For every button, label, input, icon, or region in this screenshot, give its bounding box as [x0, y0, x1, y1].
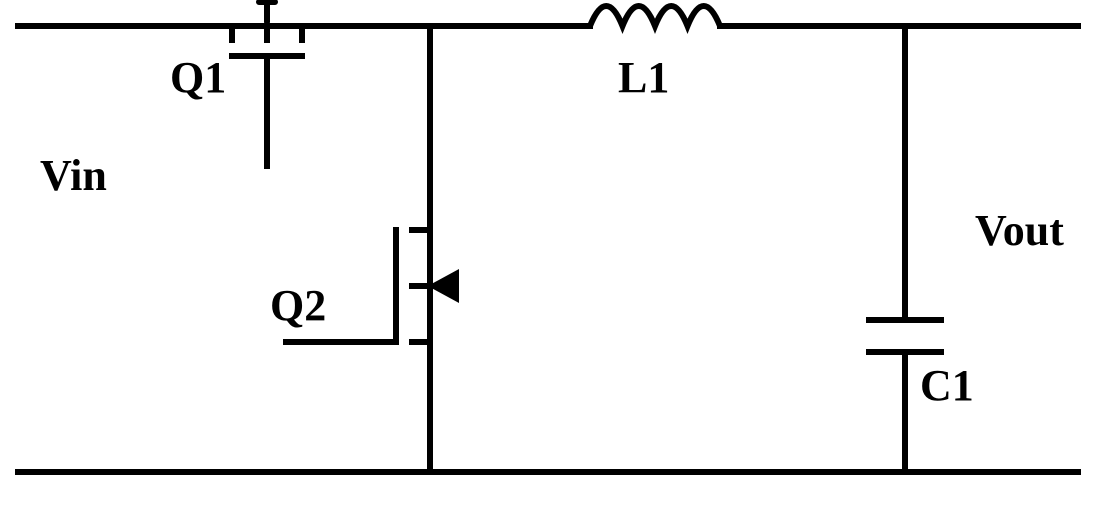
- label-l1: L1: [618, 53, 669, 102]
- q1-body-diode: [259, 2, 275, 22]
- q2-arrow: [434, 274, 456, 298]
- label-q1: Q1: [170, 53, 226, 102]
- label-c1: C1: [920, 361, 974, 410]
- label-vin: Vin: [40, 151, 107, 200]
- label-vout: Vout: [975, 206, 1064, 255]
- label-q2: Q2: [270, 281, 326, 330]
- inductor-l1: [590, 6, 720, 26]
